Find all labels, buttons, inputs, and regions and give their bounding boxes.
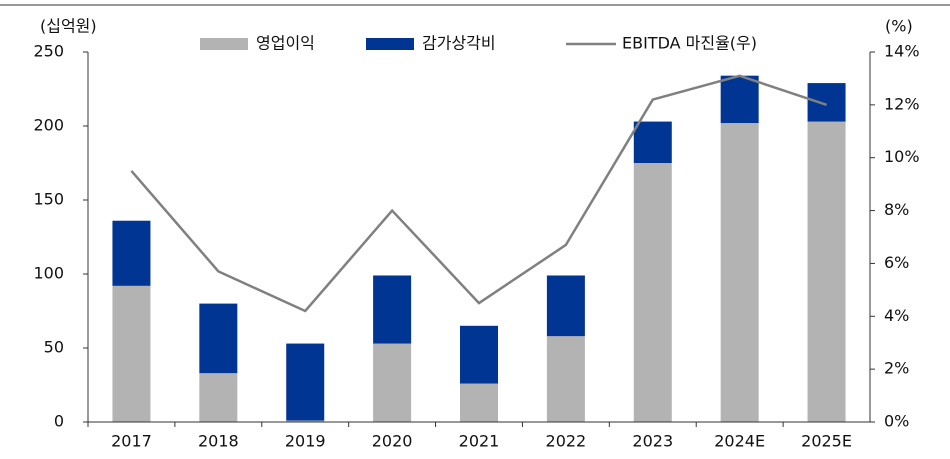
y2-tick-label: 12% <box>884 94 920 113</box>
legend-swatch <box>366 38 414 50</box>
y-tick-label: 0 <box>54 412 64 431</box>
y2-tick-label: 0% <box>884 412 909 431</box>
y-tick-label: 50 <box>44 338 64 357</box>
bar <box>720 123 759 422</box>
line <box>130 74 827 313</box>
bar <box>199 303 238 374</box>
legend-label: 감가상각비 <box>422 34 496 53</box>
bar <box>460 325 498 384</box>
x-tick-label: 2025E <box>801 432 852 451</box>
bar <box>807 121 846 422</box>
bar <box>633 163 672 422</box>
x-tick-label: 2017 <box>111 432 152 451</box>
x-tick-label: 2023 <box>632 432 673 451</box>
bar <box>546 275 585 337</box>
x-tick-label: 2022 <box>546 432 587 451</box>
bar <box>373 275 412 344</box>
x-tick-label: 2019 <box>285 432 326 451</box>
legend-label: 영업이익 <box>256 34 315 53</box>
bar <box>460 383 498 422</box>
y-tick-label: 250 <box>33 42 64 61</box>
y2-tick-label: 2% <box>884 359 909 378</box>
x-tick-label: 2024E <box>714 432 765 451</box>
bar <box>373 343 412 422</box>
y2-tick-label: 14% <box>884 42 920 61</box>
x-tick-label: 2020 <box>372 432 413 451</box>
bar <box>199 373 238 422</box>
bar <box>807 83 846 122</box>
legend-swatch <box>200 38 248 50</box>
bar <box>286 420 325 422</box>
legend-label: EBITDA 마진율(우) <box>622 34 757 53</box>
y2-tick-label: 4% <box>884 306 909 325</box>
y2-tick-label: 10% <box>884 147 920 166</box>
bar <box>720 75 759 124</box>
x-tick-label: 2018 <box>198 432 239 451</box>
y-axis-label: (십억원) <box>40 17 97 36</box>
bar <box>112 285 151 422</box>
bar <box>286 343 325 421</box>
bar <box>112 220 151 286</box>
y-tick-label: 200 <box>33 116 64 135</box>
bar <box>633 121 672 163</box>
x-tick-label: 2021 <box>459 432 500 451</box>
y2-tick-label: 6% <box>884 253 909 272</box>
y2-axis-label: (%) <box>885 17 913 36</box>
y-tick-label: 100 <box>33 264 64 283</box>
y-tick-label: 150 <box>33 190 64 209</box>
bar <box>546 336 585 422</box>
y2-tick-label: 8% <box>884 200 909 219</box>
